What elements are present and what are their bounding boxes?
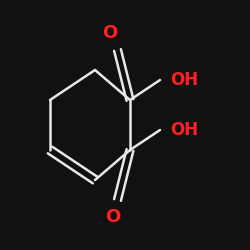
Text: O: O: [102, 24, 118, 42]
Text: OH: OH: [170, 71, 198, 89]
Text: O: O: [105, 208, 120, 226]
Text: OH: OH: [170, 121, 198, 139]
